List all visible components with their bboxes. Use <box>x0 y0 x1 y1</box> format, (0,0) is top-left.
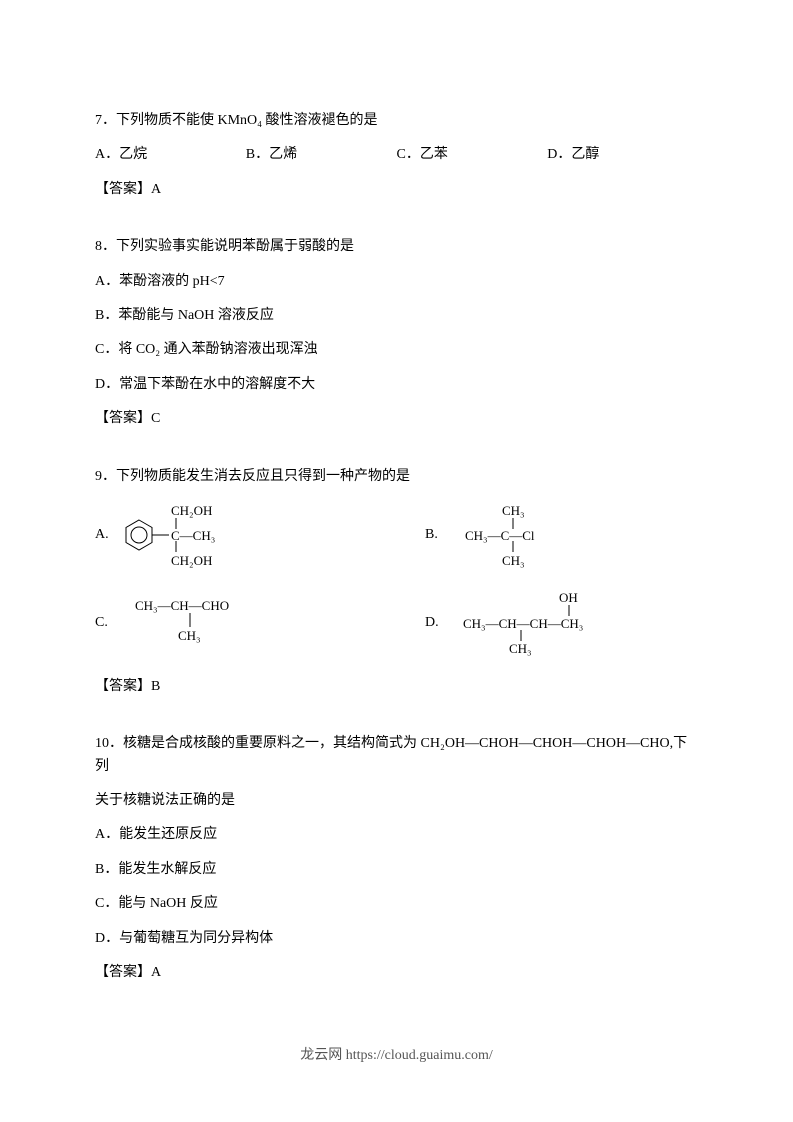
q9-struct-a: CH₂OH C—CH₃ CH₂OH <box>121 500 271 570</box>
q8-answer: 【答案】C <box>95 408 698 430</box>
q7-answer: 【答案】A <box>95 179 698 201</box>
q7-options: A．乙烷 B．乙烯 C．乙苯 D．乙醇 <box>95 144 698 166</box>
q8-opt-c: C．将 CO₂ 通入苯酚钠溶液出现浑浊 <box>95 339 698 361</box>
q9-label-c: C. <box>95 612 108 634</box>
q9-label-b: B. <box>425 524 438 546</box>
q9-a-bot: CH₂OH <box>171 553 212 568</box>
q9-struct-b: CH₃ CH₃—C—Cl CH₃ <box>450 500 590 570</box>
q9-row-ab: A. CH₂OH C—CH₃ CH₂OH B. <box>95 500 698 570</box>
q10-opt-b: B．能发生水解反应 <box>95 859 698 881</box>
q9-cell-c: C. CH₃—CH—CHO CH₃ <box>95 595 425 650</box>
q9-cell-a: A. CH₂OH C—CH₃ CH₂OH <box>95 500 425 570</box>
q7-opt-d: D．乙醇 <box>547 144 698 166</box>
q9-struct-d: OH CH₃—CH—CH—CH₃ CH₃ <box>451 588 641 658</box>
page-footer: 龙云网 https://cloud.guaimu.com/ <box>0 1045 793 1067</box>
q7-text: 7．下列物质不能使 KMnO₄ 酸性溶液褪色的是 <box>95 110 698 132</box>
q7-opt-c: C．乙苯 <box>397 144 548 166</box>
q8-text: 8．下列实验事实能说明苯酚属于弱酸的是 <box>95 236 698 258</box>
q10-text2: 关于核糖说法正确的是 <box>95 790 698 812</box>
q9-d-mid: CH₃—CH—CH—CH₃ <box>463 616 583 631</box>
q10-opt-c: C．能与 NaOH 反应 <box>95 893 698 915</box>
q9-answer: 【答案】B <box>95 676 698 698</box>
q9-b-top: CH₃ <box>502 503 525 518</box>
q9-d-top: OH <box>559 590 578 605</box>
q9-text: 9．下列物质能发生消去反应且只得到一种产物的是 <box>95 466 698 488</box>
q9-cell-b: B. CH₃ CH₃—C—Cl CH₃ <box>425 500 590 570</box>
q9-row-cd: C. CH₃—CH—CHO CH₃ D. OH CH₃—CH—CH—CH₃ CH… <box>95 588 698 658</box>
q9-b-bot: CH₃ <box>502 553 525 568</box>
q9-label-d: D. <box>425 612 439 634</box>
q7-opt-a: A．乙烷 <box>95 144 246 166</box>
q10-answer: 【答案】A <box>95 962 698 984</box>
q9-struct-c: CH₃—CH—CHO CH₃ <box>120 595 290 650</box>
q9-a-top: CH₂OH <box>171 503 212 518</box>
q8-opt-d: D．常温下苯酚在水中的溶解度不大 <box>95 374 698 396</box>
q9-label-a: A. <box>95 524 109 546</box>
question-10: 10．核糖是合成核酸的重要原料之一，其结构简式为 CH₂OH—CHOH—CHOH… <box>95 733 698 984</box>
q7-opt-b: B．乙烯 <box>246 144 397 166</box>
question-7: 7．下列物质不能使 KMnO₄ 酸性溶液褪色的是 A．乙烷 B．乙烯 C．乙苯 … <box>95 110 698 201</box>
q9-cell-d: D. OH CH₃—CH—CH—CH₃ CH₃ <box>425 588 641 658</box>
q9-c-top: CH₃—CH—CHO <box>135 598 229 613</box>
q9-c-bot: CH₃ <box>178 628 201 643</box>
q9-b-mid: CH₃—C—Cl <box>465 528 535 543</box>
question-9: 9．下列物质能发生消去反应且只得到一种产物的是 A. CH₂OH C—CH₃ C… <box>95 466 698 699</box>
q9-a-mid: C—CH₃ <box>171 528 215 543</box>
q8-opt-a: A．苯酚溶液的 pH<7 <box>95 271 698 293</box>
q8-opt-b: B．苯酚能与 NaOH 溶液反应 <box>95 305 698 327</box>
q9-d-bot: CH₃ <box>509 641 532 656</box>
q10-opt-d: D．与葡萄糖互为同分异构体 <box>95 928 698 950</box>
q10-text1: 10．核糖是合成核酸的重要原料之一，其结构简式为 CH₂OH—CHOH—CHOH… <box>95 733 698 778</box>
question-8: 8．下列实验事实能说明苯酚属于弱酸的是 A．苯酚溶液的 pH<7 B．苯酚能与 … <box>95 236 698 430</box>
q10-opt-a: A．能发生还原反应 <box>95 824 698 846</box>
